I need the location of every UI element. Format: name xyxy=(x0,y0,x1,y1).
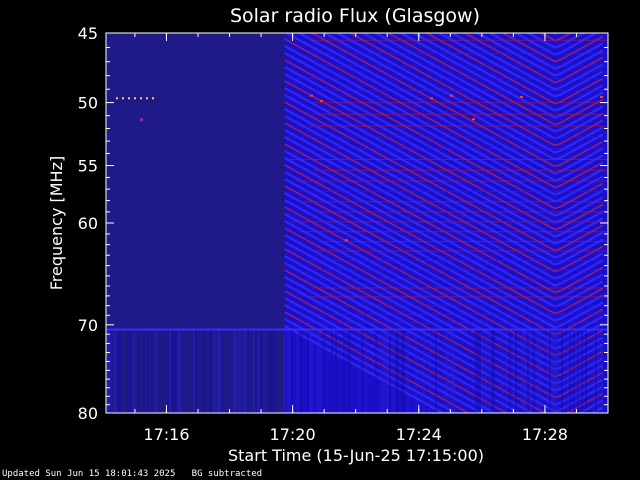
spectrogram-plot-area xyxy=(106,33,608,413)
interference-fringe xyxy=(284,73,604,224)
interference-fringe xyxy=(284,311,470,413)
interference-fringe xyxy=(284,171,604,322)
frequency-band-layer xyxy=(106,39,608,413)
interference-fringe xyxy=(284,38,604,189)
interference-fringe xyxy=(284,269,604,413)
rfi-dot xyxy=(430,97,433,100)
rfi-dot xyxy=(152,97,154,100)
interference-fringe xyxy=(284,101,604,252)
interference-fringe xyxy=(475,33,604,77)
chart-title: Solar radio Flux (Glasgow) xyxy=(230,5,480,27)
interference-fringe xyxy=(284,164,604,315)
interference-fringe xyxy=(424,33,604,105)
interference-fringe xyxy=(348,33,604,147)
interference-fringe xyxy=(284,283,604,413)
interference-fringe xyxy=(284,178,604,329)
footer-updated: Updated Sun Jun 15 18:01:43 2025 xyxy=(2,469,176,479)
y-axis: 45 50 55 60 70 80 xyxy=(78,24,608,423)
interference-fringe xyxy=(284,157,604,308)
interference-fringe xyxy=(513,33,599,56)
y-tick-label: 60 xyxy=(78,214,98,233)
interference-fringe xyxy=(284,52,604,203)
rfi-dot xyxy=(140,97,142,100)
rfi-dot xyxy=(472,118,475,121)
data-gap-region xyxy=(106,33,285,413)
interference-fringe xyxy=(284,59,604,210)
interference-fringe xyxy=(284,318,458,413)
y-axis-label: Frequency [MHz] xyxy=(47,156,66,290)
bright-spot-layer xyxy=(116,94,603,242)
x-axis: 17:16 17:20 17:24 17:28 xyxy=(134,33,577,444)
interference-fringe xyxy=(436,33,604,98)
x-tick-label: 17:28 xyxy=(522,425,568,444)
x-tick-label: 17:24 xyxy=(396,425,442,444)
rfi-dot xyxy=(116,97,118,100)
interference-fringe xyxy=(284,122,604,273)
y-tick-label: 70 xyxy=(78,316,98,335)
rfi-dot xyxy=(450,94,453,97)
rfi-dot xyxy=(520,95,523,98)
interference-fringe xyxy=(463,33,604,84)
interference-fringe xyxy=(284,115,604,266)
interference-fringe xyxy=(284,297,497,413)
interference-fringe xyxy=(284,80,604,231)
rfi-dot xyxy=(146,97,148,100)
rfi-dot xyxy=(310,94,313,97)
rfi-dot xyxy=(600,95,603,98)
interference-fringe xyxy=(386,33,604,126)
interference-fringe xyxy=(284,290,509,413)
interference-fringe xyxy=(284,66,604,217)
interference-fringe xyxy=(539,33,573,42)
y-tick-label: 80 xyxy=(78,404,98,423)
footer-status: Updated Sun Jun 15 18:01:43 2025 BG subt… xyxy=(2,469,262,479)
interference-fringe xyxy=(284,94,604,245)
interference-fringe xyxy=(284,136,604,287)
y-tick-label: 50 xyxy=(78,94,98,113)
rfi-dot xyxy=(345,239,348,242)
data-gap-layer xyxy=(106,33,285,413)
rfi-dot xyxy=(140,118,143,122)
interference-fringe xyxy=(411,33,604,112)
x-tick-label: 17:20 xyxy=(270,425,316,444)
y-tick-label: 55 xyxy=(78,157,98,176)
interference-fringe xyxy=(449,33,604,91)
y-tick-label: 45 xyxy=(78,24,98,43)
x-tick-label: 17:16 xyxy=(143,425,189,444)
interference-fringe xyxy=(526,33,586,49)
rfi-dot xyxy=(128,97,130,100)
rfi-dot xyxy=(134,97,136,100)
interference-fringe xyxy=(284,304,484,413)
rfi-dot xyxy=(320,99,323,102)
interference-fringe xyxy=(284,87,604,238)
footer-note: BG subtracted xyxy=(191,469,263,479)
interference-fringe xyxy=(284,325,446,413)
interference-fringe xyxy=(310,33,604,168)
interference-fringe xyxy=(360,33,604,140)
interference-fringe xyxy=(284,33,604,182)
interference-fringe xyxy=(373,33,604,133)
x-axis-label: Start Time (15-Jun-25 17:15:00) xyxy=(228,446,484,465)
rfi-dot xyxy=(122,97,124,100)
interference-fringe xyxy=(284,108,604,259)
interference-fringe xyxy=(501,33,604,63)
